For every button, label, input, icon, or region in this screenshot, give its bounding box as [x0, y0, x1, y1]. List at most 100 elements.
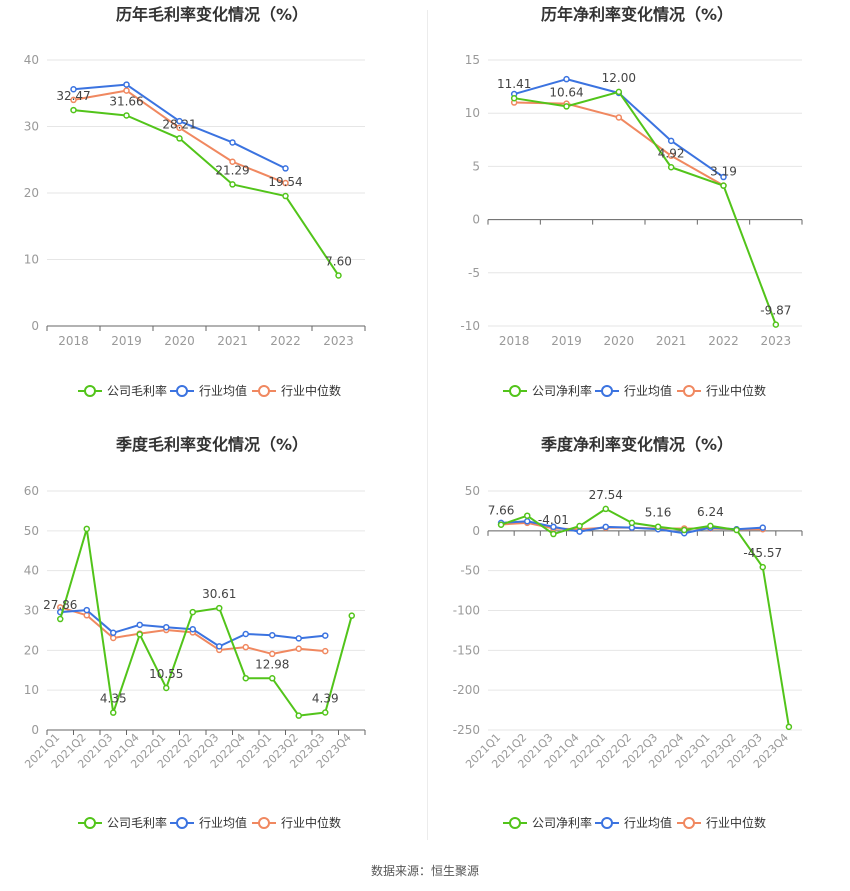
- series-point: [510, 94, 518, 102]
- legend-label: 行业中位数: [706, 815, 766, 830]
- series-point: [282, 192, 289, 200]
- series-point: [667, 137, 675, 145]
- chart-annual-gross-margin: 历年毛利率变化情况（%） 0 10 20 30 40 2018 2019 2020 2021 202…: [0, 0, 425, 410]
- legend-swatch-marker: [601, 385, 613, 397]
- legend-label: 行业均值: [199, 383, 247, 398]
- series-point: [189, 625, 196, 633]
- y-tick-label: 50: [465, 484, 480, 498]
- series-point: [176, 117, 183, 125]
- series-point: [136, 621, 143, 629]
- series-point: [295, 635, 302, 642]
- data-label: 10.55: [149, 667, 183, 681]
- series-point: [176, 124, 183, 132]
- series-point: [123, 112, 130, 119]
- legend-swatch-marker: [601, 817, 613, 829]
- y-tick-label: 15: [465, 53, 480, 67]
- series-point: [615, 88, 623, 96]
- y-tick-label: 0: [31, 723, 39, 737]
- series-point: [322, 709, 329, 716]
- series-point: [681, 526, 688, 534]
- legend-label: 公司毛利率: [107, 383, 167, 398]
- legend-label: 行业均值: [624, 383, 672, 398]
- series-point: [110, 634, 117, 642]
- chart-annual-net-margin: 历年净利率变化情况（%） -10 -5 0 5 10 15 2018 2019 2020 2021 2…: [425, 0, 850, 410]
- chart-svg: 历年毛利率变化情况（%） 0 10 20 30 40 2018 2019 2020 2021 202…: [24, 5, 366, 398]
- legend-swatch-marker: [84, 817, 96, 829]
- series-point: [615, 114, 623, 121]
- data-label: -9.87: [760, 304, 791, 318]
- series-point: [110, 709, 117, 716]
- legend-label: 公司净利率: [532, 383, 592, 398]
- series-point: [335, 272, 342, 279]
- chart-title: 季度毛利率变化情况（%）: [115, 435, 308, 454]
- y-tick-label: -50: [460, 564, 480, 578]
- chart-title: 季度净利率变化情况（%）: [540, 435, 733, 454]
- x-tick-label: 2018: [58, 334, 89, 348]
- series-point: [667, 164, 675, 171]
- series-point: [550, 530, 557, 538]
- y-tick-label: 10: [24, 683, 39, 697]
- series-point: [110, 629, 117, 637]
- legend-label: 公司毛利率: [107, 815, 167, 830]
- data-label: 32.47: [56, 89, 90, 103]
- data-label: 7.66: [488, 504, 515, 518]
- chart-quarterly-net-margin: 季度净利率变化情况（%） -250 -200 -150 -100 -50 0 50 2021Q1…: [425, 430, 850, 840]
- y-tick-label: 10: [465, 106, 480, 120]
- y-tick-label: 0: [31, 319, 39, 333]
- x-tick-label: 2022: [708, 334, 739, 348]
- series-point: [602, 505, 609, 513]
- series-point: [759, 563, 766, 571]
- series-point: [563, 75, 570, 83]
- x-tick-label: 2019: [551, 334, 582, 348]
- data-label: 30.61: [202, 587, 236, 601]
- series-point: [759, 524, 766, 531]
- series-point: [563, 103, 570, 110]
- series-point: [229, 139, 236, 146]
- y-tick-label: 30: [24, 604, 39, 618]
- series-point: [282, 179, 289, 187]
- series-point: [189, 608, 196, 616]
- data-label: 4.35: [100, 692, 127, 706]
- series-point: [269, 631, 276, 639]
- series-point: [216, 604, 223, 612]
- series-point: [242, 674, 249, 682]
- series-point: [229, 158, 236, 165]
- y-tick-label: 40: [24, 53, 39, 67]
- y-tick-label: -250: [453, 723, 480, 737]
- series-point: [83, 606, 90, 614]
- legend-swatch-marker: [683, 817, 695, 829]
- y-tick-label: -150: [453, 643, 480, 657]
- series-point: [176, 135, 183, 142]
- legend-label: 行业均值: [624, 815, 672, 830]
- data-label: 7.60: [325, 254, 352, 268]
- y-tick-label: -10: [460, 319, 480, 333]
- chart-title: 历年毛利率变化情况（%）: [116, 5, 308, 24]
- y-tick-label: 10: [24, 253, 39, 267]
- series-point: [772, 321, 780, 328]
- chart-title: 历年净利率变化情况（%）: [541, 5, 733, 24]
- series-point: [163, 684, 170, 692]
- data-label: 28.21: [162, 117, 196, 131]
- series-point: [348, 612, 355, 619]
- chart-quarterly-gross-margin: 季度毛利率变化情况（%） 0 10 20 30 40 50 60 2021Q1 2021Q2 202…: [0, 430, 425, 840]
- legend-label: 行业中位数: [281, 383, 341, 398]
- legend-label: 行业均值: [199, 815, 247, 830]
- data-label: 12.98: [255, 657, 289, 671]
- series-point: [497, 521, 505, 528]
- series-point: [576, 528, 583, 535]
- data-label: 5.16: [645, 506, 672, 520]
- series-point: [667, 152, 675, 160]
- data-label: -45.57: [743, 546, 782, 560]
- series-point: [269, 675, 276, 682]
- chart-svg: 季度净利率变化情况（%）-250-200-150-100-500502021Q1…: [453, 435, 803, 830]
- y-tick-label: 20: [24, 643, 39, 657]
- series-point: [576, 522, 583, 530]
- data-label: 10.64: [549, 85, 583, 99]
- legend-swatch-marker: [176, 385, 188, 397]
- data-label: 6.24: [697, 505, 724, 519]
- x-tick-label: 2022: [270, 334, 301, 348]
- series-line: [500, 507, 790, 727]
- series-point: [720, 173, 727, 181]
- series-line: [59, 527, 353, 717]
- legend-label: 行业中位数: [281, 815, 341, 830]
